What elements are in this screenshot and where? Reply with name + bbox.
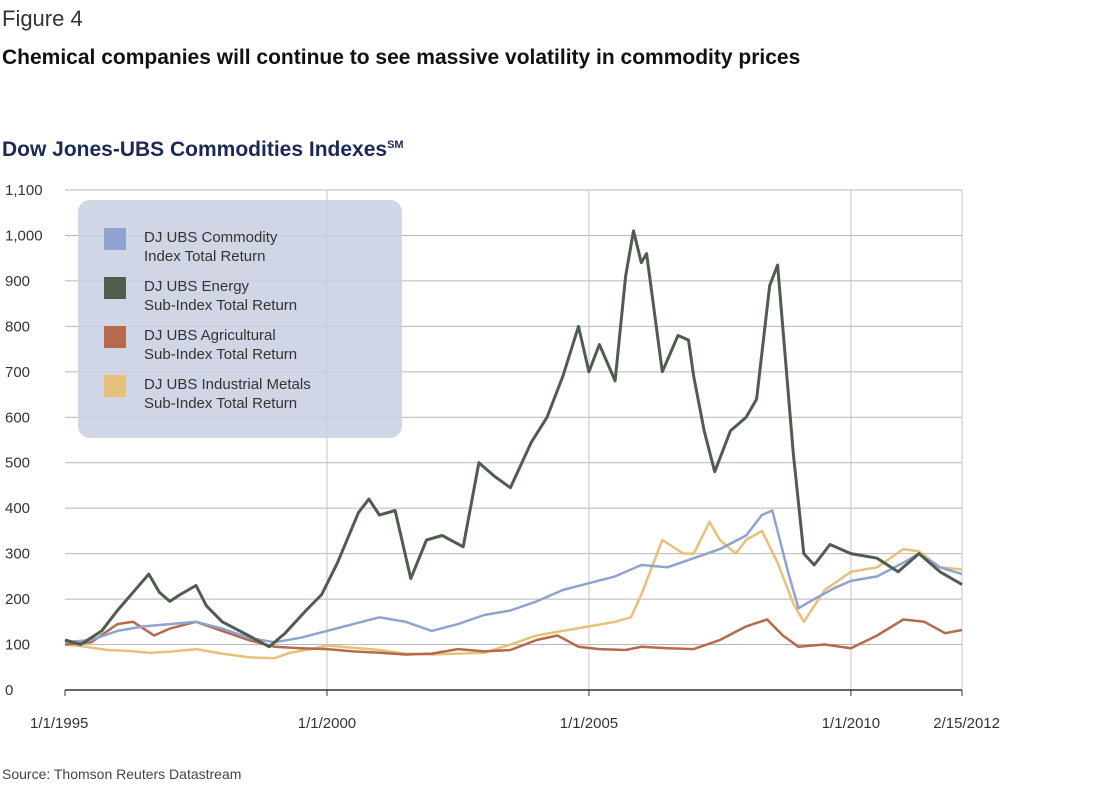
x-tick-label: 1/1/2010 (822, 715, 880, 732)
series-lines (64, 229, 963, 660)
legend-label: Sub-Index Total Return (144, 297, 297, 314)
x-tick-label: 1/1/2005 (560, 715, 618, 732)
y-tick-label: 600 (5, 409, 30, 426)
legend-swatch (104, 375, 126, 397)
y-tick-label: 300 (5, 546, 30, 563)
y-tick-label: 800 (5, 318, 30, 335)
legend-label: DJ UBS Industrial Metals (144, 376, 311, 393)
y-tick-label: 1,000 (5, 227, 43, 244)
series-line (64, 509, 963, 644)
y-tick-label: 500 (5, 455, 30, 472)
figure-title: Chemical companies will continue to see … (2, 46, 801, 69)
series-line (64, 520, 963, 660)
legend-label: Index Total Return (144, 248, 265, 265)
gridlines (65, 189, 963, 690)
series-line (64, 229, 963, 649)
x-axis-ticks: 1/1/1995 1/1/2000 1/1/2005 1/1/2010 2/15/201… (30, 690, 1000, 732)
y-tick-label: 900 (5, 273, 30, 290)
legend-label: DJ UBS Commodity (144, 229, 278, 246)
legend-swatch (104, 228, 126, 250)
x-tick-label: 1/1/1995 (30, 715, 88, 732)
y-tick-label: 0 (5, 682, 13, 699)
chart-title-text: Dow Jones-UBS Commodities Indexes (2, 138, 388, 161)
y-tick-label: 1,100 (5, 182, 43, 199)
chart-title: Dow Jones-UBS Commodities IndexesSM (2, 138, 404, 162)
chart-title-mark: SM (387, 139, 404, 151)
figure-label: Figure 4 (2, 6, 83, 31)
y-tick-label: 100 (5, 637, 30, 654)
legend-label: DJ UBS Energy (144, 278, 250, 295)
x-tick-label: 2/15/2012 (933, 715, 1000, 732)
legend-label: Sub-Index Total Return (144, 346, 297, 363)
legend-label: DJ UBS Agricultural (144, 327, 276, 344)
y-axis-ticks: 0 100 200 300 400 500 600 700 800 900 1,000 1,100 (5, 182, 43, 699)
source-note: Source: Thomson Reuters Datastream (2, 766, 242, 782)
y-tick-label: 400 (5, 500, 30, 517)
y-tick-label: 200 (5, 591, 30, 608)
x-tick-label: 1/1/2000 (298, 715, 356, 732)
y-tick-label: 700 (5, 364, 30, 381)
legend-items: DJ UBS Commodity Index Total Return DJ UBS… (104, 228, 311, 412)
legend: DJ UBS Commodity Index Total Return DJ UBS… (78, 200, 402, 438)
legend-box (78, 200, 402, 438)
legend-swatch (104, 326, 126, 348)
legend-label: Sub-Index Total Return (144, 395, 297, 412)
legend-swatch (104, 277, 126, 299)
